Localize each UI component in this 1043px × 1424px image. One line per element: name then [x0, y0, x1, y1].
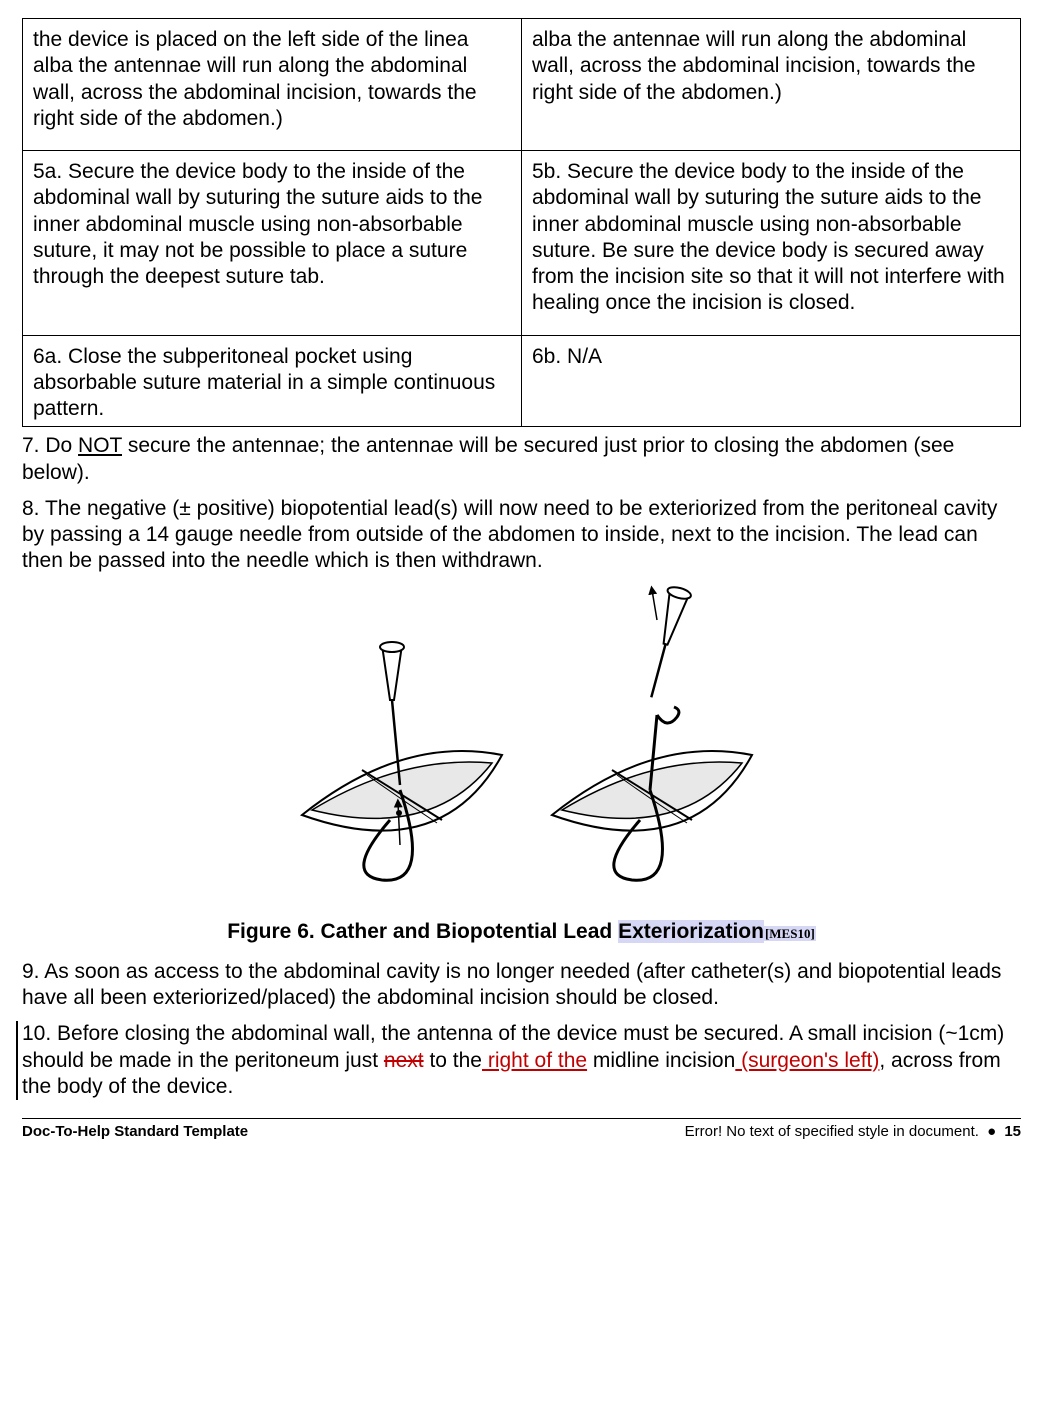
text: to the — [424, 1049, 482, 1072]
figure-6 — [22, 585, 1021, 915]
figure-caption: Figure 6. Cather and Biopotential Lead E… — [22, 919, 1021, 945]
deleted-text: next — [384, 1049, 424, 1072]
table-cell-left: the device is placed on the left side of… — [23, 19, 522, 151]
text: secure the antennae; the antennae will b… — [22, 434, 954, 483]
footer-right: Error! No text of specified style in doc… — [685, 1123, 1021, 1142]
page-number: 15 — [1004, 1123, 1021, 1140]
footer-template-name: Doc-To-Help Standard Template — [22, 1123, 248, 1142]
table-cell-left: 6a. Close the subperitoneal pocket using… — [23, 335, 522, 427]
table-row: 5a. Secure the device body to the inside… — [23, 151, 1021, 336]
paragraph-9: 9. As soon as access to the abdominal ca… — [22, 959, 1021, 1012]
table-cell-left: 5a. Secure the device body to the inside… — [23, 151, 522, 336]
bullet-icon: ● — [983, 1123, 1000, 1140]
table-row: the device is placed on the left side of… — [23, 19, 1021, 151]
paragraph-7: 7. Do NOT secure the antennae; the anten… — [22, 433, 1021, 486]
caption-text: Figure 6. Cather and Biopotential Lead — [227, 920, 618, 943]
inserted-text: (surgeon's left) — [735, 1049, 879, 1072]
underline-not: NOT — [78, 434, 122, 457]
inserted-text: right of the — [482, 1049, 587, 1072]
text: midline incision — [587, 1049, 735, 1072]
figure-diagram — [262, 585, 782, 915]
procedure-table: the device is placed on the left side of… — [22, 18, 1021, 427]
table-row: 6a. Close the subperitoneal pocket using… — [23, 335, 1021, 427]
footer-rule — [22, 1118, 1021, 1119]
paragraph-10: 10. Before closing the abdominal wall, t… — [16, 1021, 1021, 1100]
paragraph-8: 8. The negative (± positive) biopotentia… — [22, 496, 1021, 575]
caption-highlight: Exteriorization — [618, 920, 764, 943]
table-cell-right: 6b. N/A — [522, 335, 1021, 427]
footer-error-text: Error! No text of specified style in doc… — [685, 1123, 979, 1140]
page-footer: Doc-To-Help Standard Template Error! No … — [22, 1123, 1021, 1142]
text: 7. Do — [22, 434, 78, 457]
table-cell-right: 5b. Secure the device body to the inside… — [522, 151, 1021, 336]
table-cell-right: alba the antennae will run along the abd… — [522, 19, 1021, 151]
comment-reference: [MES10] — [764, 926, 816, 941]
